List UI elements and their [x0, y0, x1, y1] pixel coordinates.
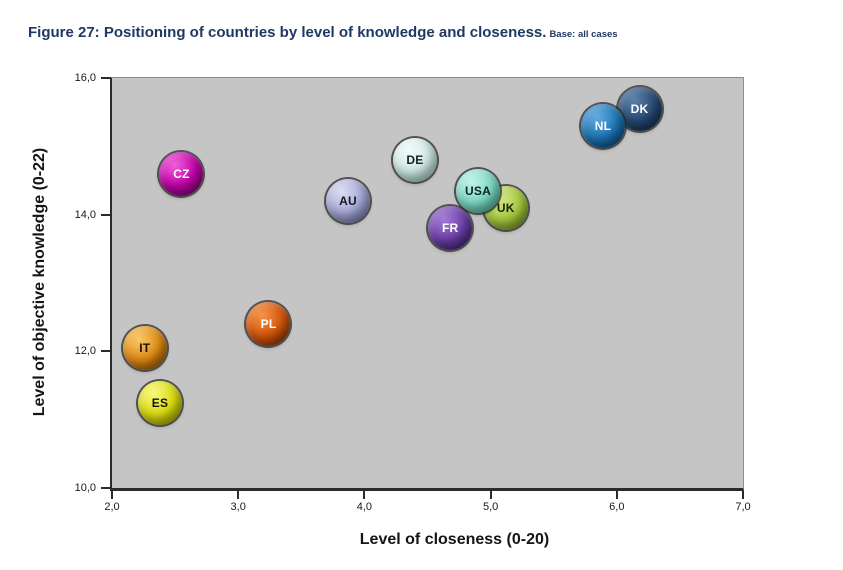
plot-area: 16,0 14,0 12,0 10,0 2,0 3,0 4,0 5,0 6,0 7,0 CZ IT ES…: [75, 72, 751, 513]
x-axis-tick: [742, 491, 744, 499]
x-axis-tick: [237, 491, 240, 499]
y-axis-tick: [101, 350, 110, 353]
chart-title: Figure 27: Positioning of countries by l…: [28, 24, 618, 42]
bubble-label-CZ: CZ: [173, 166, 190, 181]
y-tick-label: 14,0: [74, 208, 96, 221]
bubble-AU: AU: [325, 179, 370, 223]
y-axis-label: Level of objective knowledge (0-22): [31, 147, 48, 417]
bubble-label-FR: FR: [442, 221, 459, 236]
x-axis-tick: [111, 491, 113, 499]
x-tick-label: 5,0: [482, 501, 499, 513]
y-tick-label: 10,0: [74, 482, 96, 494]
bubble-NL: NL: [580, 103, 625, 148]
bubble-IT: IT: [122, 325, 167, 370]
bubble-ES: ES: [137, 380, 182, 425]
bubble-label-DE: DE: [406, 153, 424, 167]
bubble-PL: PL: [246, 302, 291, 346]
bubble-label-PL: PL: [260, 317, 277, 331]
x-tick-label: 2,0: [104, 501, 120, 513]
y-axis-tick: [101, 77, 110, 79]
x-tick-label: 6,0: [609, 501, 625, 513]
bubble-label-UK: UK: [496, 200, 515, 215]
y-tick-label: 12,0: [74, 345, 96, 358]
x-axis-tick: [363, 491, 366, 499]
x-axis-tick: [615, 491, 618, 499]
bubble-label-AU: AU: [339, 194, 357, 208]
bubble-label-DK: DK: [630, 101, 649, 116]
y-tick-label: 16,0: [74, 72, 96, 84]
bubble-DE: DE: [392, 138, 437, 182]
bubble-label-IT: IT: [139, 340, 151, 355]
x-tick-label: 7,0: [735, 501, 751, 513]
bubble-USA: USA: [455, 168, 500, 213]
x-tick-label: 4,0: [356, 501, 373, 513]
x-axis-tick: [489, 491, 492, 499]
bubble-CZ: CZ: [159, 151, 204, 196]
chart-title-base-note: Base: all cases: [549, 29, 618, 40]
bubble-label-NL: NL: [594, 118, 612, 133]
y-axis-tick: [101, 213, 110, 216]
bubble-FR: FR: [428, 206, 473, 251]
x-tick-label: 3,0: [230, 501, 246, 513]
x-axis-label: Level of closeness (0-20): [359, 531, 550, 548]
chart-title-text: Figure 27: Positioning of countries by l…: [28, 24, 547, 41]
bubble-label-USA: USA: [465, 183, 491, 198]
bubble-label-ES: ES: [151, 395, 169, 410]
y-axis-tick: [101, 487, 110, 489]
